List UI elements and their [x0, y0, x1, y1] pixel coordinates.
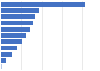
Bar: [1, 39, 22, 44]
Bar: [1, 8, 39, 13]
Bar: [1, 58, 6, 63]
Bar: [1, 46, 17, 50]
Bar: [1, 64, 2, 69]
Bar: [1, 52, 12, 57]
Bar: [1, 33, 26, 38]
Bar: [1, 14, 36, 19]
Bar: [1, 2, 86, 7]
Bar: [1, 21, 33, 25]
Bar: [1, 27, 30, 32]
